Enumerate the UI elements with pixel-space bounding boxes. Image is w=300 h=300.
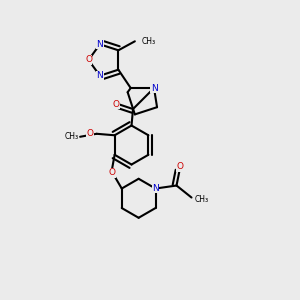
Text: CH₃: CH₃ — [141, 37, 156, 46]
Text: O: O — [112, 100, 119, 109]
Text: N: N — [152, 184, 159, 193]
Text: N: N — [97, 40, 103, 49]
Text: CH₃: CH₃ — [64, 132, 79, 141]
Text: O: O — [177, 162, 184, 171]
Text: N: N — [151, 83, 158, 92]
Text: O: O — [87, 129, 94, 138]
Text: CH₃: CH₃ — [195, 195, 209, 204]
Text: O: O — [85, 56, 92, 64]
Text: N: N — [97, 71, 103, 80]
Text: O: O — [108, 168, 115, 177]
